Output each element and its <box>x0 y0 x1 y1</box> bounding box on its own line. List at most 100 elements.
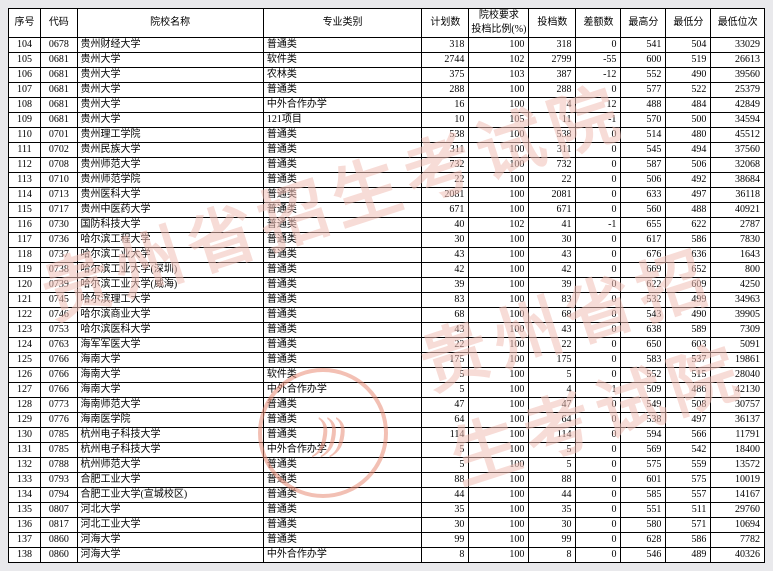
cell-name: 贵州师范大学 <box>77 158 263 173</box>
cell-rank: 30757 <box>711 398 765 413</box>
cell-diff: 0 <box>576 128 621 143</box>
cell-ratio: 100 <box>469 38 529 53</box>
cell-low: 589 <box>666 323 711 338</box>
header-row: 序号代码院校名称专业类别计划数院校要求投档比例(%)投档数差额数最高分最低分最低… <box>9 9 765 38</box>
cell-diff: 0 <box>576 503 621 518</box>
cell-xh: 137 <box>9 533 41 548</box>
cell-dm: 0702 <box>41 143 77 158</box>
cell-name: 哈尔滨医科大学 <box>77 323 263 338</box>
cell-name: 贵州师范学院 <box>77 173 263 188</box>
cell-plan: 44 <box>422 488 469 503</box>
table-row: 1260766海南大学软件类51005055251528040 <box>9 368 765 383</box>
cell-dm: 0737 <box>41 248 77 263</box>
cell-plan: 43 <box>422 248 469 263</box>
cell-xh: 110 <box>9 128 41 143</box>
cell-cat: 中外合作办学 <box>263 383 421 398</box>
cell-cat: 普通类 <box>263 128 421 143</box>
cell-xh: 136 <box>9 518 41 533</box>
cell-name: 海军军医大学 <box>77 338 263 353</box>
cell-ratio: 100 <box>469 203 529 218</box>
cell-ratio: 100 <box>469 263 529 278</box>
cell-xh: 134 <box>9 488 41 503</box>
cell-xh: 130 <box>9 428 41 443</box>
cell-ratio: 100 <box>469 443 529 458</box>
cell-cast: 288 <box>529 83 576 98</box>
cell-rank: 26613 <box>711 53 765 68</box>
cell-rank: 10019 <box>711 473 765 488</box>
table-row: 1280773海南师范大学普通类4710047054950830757 <box>9 398 765 413</box>
cell-name: 贵州大学 <box>77 113 263 128</box>
cell-ratio: 100 <box>469 233 529 248</box>
cell-name: 哈尔滨工业大学(深圳) <box>77 263 263 278</box>
cell-xh: 121 <box>9 293 41 308</box>
cell-plan: 83 <box>422 293 469 308</box>
cell-xh: 107 <box>9 83 41 98</box>
cell-rank: 36137 <box>711 413 765 428</box>
cell-rank: 25379 <box>711 83 765 98</box>
table-row: 1130710贵州师范学院普通类2210022050649238684 <box>9 173 765 188</box>
cell-cast: 4 <box>529 98 576 113</box>
cell-ratio: 102 <box>469 53 529 68</box>
table-row: 1100701贵州理工学院普通类538100538051448045512 <box>9 128 765 143</box>
cell-low: 484 <box>666 98 711 113</box>
cell-dm: 0730 <box>41 218 77 233</box>
cell-xh: 120 <box>9 278 41 293</box>
cell-rank: 5091 <box>711 338 765 353</box>
cell-high: 585 <box>621 488 666 503</box>
cell-low: 537 <box>666 353 711 368</box>
cell-ratio: 100 <box>469 173 529 188</box>
table-container: 贵州省招生考试院 贵州省招生考试院 ))) 序号代码院校名称专业类别计划数院校要… <box>8 8 765 563</box>
cell-cat: 普通类 <box>263 488 421 503</box>
cell-cat: 普通类 <box>263 533 421 548</box>
cell-low: 586 <box>666 233 711 248</box>
cell-diff: 0 <box>576 233 621 248</box>
cell-low: 500 <box>666 113 711 128</box>
cell-low: 489 <box>666 548 711 563</box>
cell-xh: 131 <box>9 443 41 458</box>
cell-ratio: 103 <box>469 68 529 83</box>
cell-plan: 8 <box>422 548 469 563</box>
cell-ratio: 100 <box>469 548 529 563</box>
cell-plan: 35 <box>422 503 469 518</box>
cell-ratio: 100 <box>469 98 529 113</box>
cell-rank: 42849 <box>711 98 765 113</box>
table-row: 1380860河海大学中外合作办学81008054648940326 <box>9 548 765 563</box>
cell-name: 海南大学 <box>77 353 263 368</box>
cell-ratio: 105 <box>469 113 529 128</box>
cell-dm: 0701 <box>41 128 77 143</box>
cell-diff: 0 <box>576 533 621 548</box>
cell-name: 河北工业大学 <box>77 518 263 533</box>
cell-xh: 123 <box>9 323 41 338</box>
cell-low: 566 <box>666 428 711 443</box>
cell-plan: 22 <box>422 173 469 188</box>
cell-low: 480 <box>666 128 711 143</box>
cell-plan: 5 <box>422 368 469 383</box>
cell-diff: 0 <box>576 428 621 443</box>
cell-name: 河海大学 <box>77 548 263 563</box>
cell-low: 571 <box>666 518 711 533</box>
table-row: 1230753哈尔滨医科大学普通类431004306385897309 <box>9 323 765 338</box>
table-row: 1240763海军军医大学普通类221002206506035091 <box>9 338 765 353</box>
cell-high: 543 <box>621 308 666 323</box>
cell-high: 583 <box>621 353 666 368</box>
cell-ratio: 100 <box>469 278 529 293</box>
cell-cat: 普通类 <box>263 338 421 353</box>
cell-cat: 普通类 <box>263 473 421 488</box>
cell-diff: -12 <box>576 68 621 83</box>
cell-plan: 10 <box>422 113 469 128</box>
cell-high: 538 <box>621 413 666 428</box>
cell-dm: 0739 <box>41 278 77 293</box>
cell-xh: 124 <box>9 338 41 353</box>
cell-dm: 0713 <box>41 188 77 203</box>
cell-rank: 18400 <box>711 443 765 458</box>
cell-dm: 0785 <box>41 443 77 458</box>
cell-high: 560 <box>621 203 666 218</box>
cell-high: 575 <box>621 458 666 473</box>
admission-table: 序号代码院校名称专业类别计划数院校要求投档比例(%)投档数差额数最高分最低分最低… <box>8 8 765 563</box>
cell-ratio: 100 <box>469 143 529 158</box>
cell-diff: 1 <box>576 383 621 398</box>
cell-rank: 7782 <box>711 533 765 548</box>
cell-diff: 0 <box>576 143 621 158</box>
cell-diff: 0 <box>576 413 621 428</box>
cell-ratio: 100 <box>469 128 529 143</box>
